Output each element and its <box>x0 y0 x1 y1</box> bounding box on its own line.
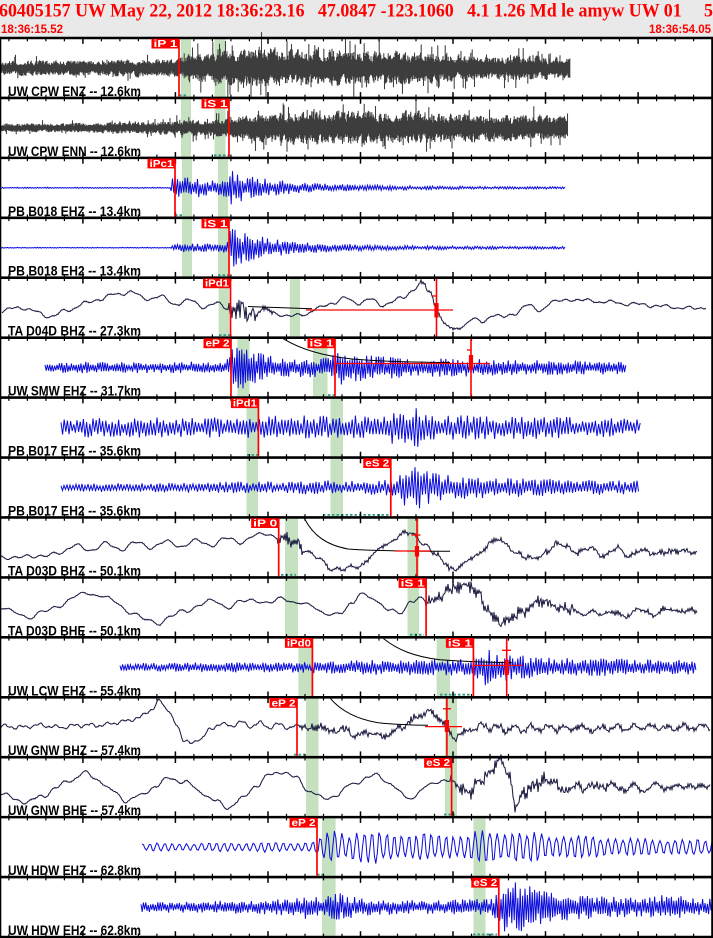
svg-text:iS 1: iS 1 <box>204 99 229 110</box>
svg-text:60405157 UW May 22, 2012 18:36: 60405157 UW May 22, 2012 18:36:23.16 47.… <box>0 1 713 22</box>
svg-text:UW CPW ENZ -- 12.6km: UW CPW ENZ -- 12.6km <box>8 84 141 99</box>
svg-text:TA D04D BHZ -- 27.3km: TA D04D BHZ -- 27.3km <box>8 324 141 339</box>
svg-text:eP 2: eP 2 <box>272 698 297 709</box>
svg-text:UW CPW ENN -- 12.6km: UW CPW ENN -- 12.6km <box>8 144 141 159</box>
svg-text:iS 1: iS 1 <box>310 339 335 350</box>
svg-text:PB B017 EH2 -- 35.6km: PB B017 EH2 -- 35.6km <box>8 504 141 519</box>
svg-text:UW LCW EHZ -- 55.4km: UW LCW EHZ -- 55.4km <box>8 683 141 698</box>
svg-text:PB B017 EHZ -- 35.6km: PB B017 EHZ -- 35.6km <box>8 444 141 459</box>
svg-text:iPd0: iPd0 <box>287 638 311 649</box>
svg-text:18:36:15.52: 18:36:15.52 <box>1 24 63 36</box>
svg-text:TA D03D BHE -- 50.1km: TA D03D BHE -- 50.1km <box>8 623 141 638</box>
svg-text:iS 1: iS 1 <box>401 578 426 589</box>
svg-text:PB B018 EHZ -- 13.4km: PB B018 EHZ -- 13.4km <box>8 204 141 219</box>
svg-text:iPc1: iPc1 <box>150 159 175 170</box>
svg-text:eP 2: eP 2 <box>292 818 317 829</box>
svg-text:iPd1: iPd1 <box>205 279 229 290</box>
svg-text:TA D03D BHZ -- 50.1km: TA D03D BHZ -- 50.1km <box>8 563 141 578</box>
svg-text:eS 2: eS 2 <box>365 459 390 470</box>
svg-text:eS 2: eS 2 <box>426 758 451 769</box>
svg-text:UW SMW EHZ -- 31.7km: UW SMW EHZ -- 31.7km <box>8 384 141 399</box>
svg-text:iS 1: iS 1 <box>204 219 229 230</box>
svg-text:PB B018 EH2 -- 13.4km: PB B018 EH2 -- 13.4km <box>8 264 141 279</box>
svg-text:iPd1: iPd1 <box>233 399 257 410</box>
svg-text:iP 1: iP 1 <box>154 39 179 50</box>
svg-text:eS 2: eS 2 <box>473 878 498 889</box>
svg-text:UW HDW EHZ -- 62.8km: UW HDW EHZ -- 62.8km <box>8 863 141 878</box>
svg-text:18:36:54.05: 18:36:54.05 <box>649 24 712 36</box>
svg-text:eP 2: eP 2 <box>206 339 231 350</box>
svg-text:UW HDW EH2 -- 62.8km: UW HDW EH2 -- 62.8km <box>8 923 141 938</box>
svg-text:iS 1: iS 1 <box>448 638 473 649</box>
svg-text:UW GNW BHE -- 57.4km: UW GNW BHE -- 57.4km <box>8 803 141 818</box>
svg-text:UW GNW BHZ -- 57.4km: UW GNW BHZ -- 57.4km <box>8 743 141 758</box>
svg-text:iP 0: iP 0 <box>253 519 278 530</box>
